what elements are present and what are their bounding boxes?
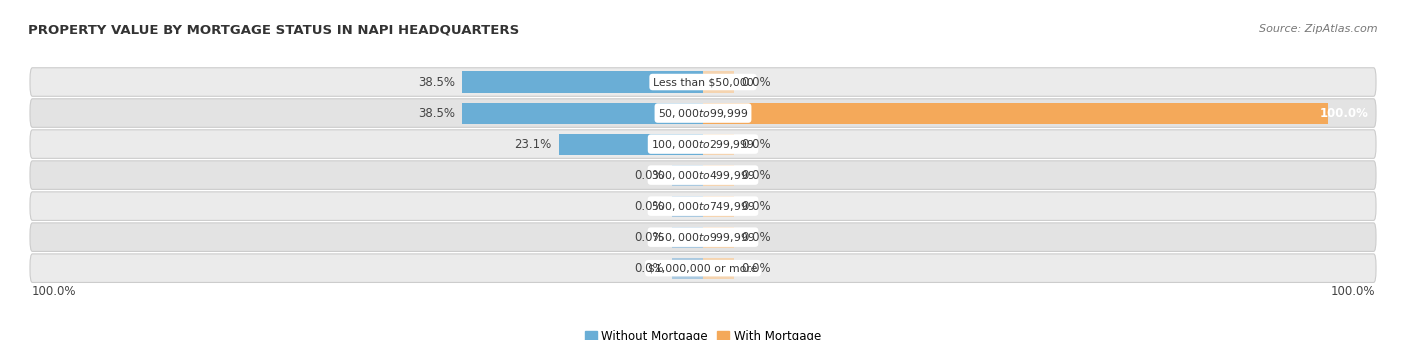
Text: 38.5%: 38.5% (418, 75, 456, 88)
Text: 0.0%: 0.0% (634, 231, 664, 244)
Text: 0.0%: 0.0% (742, 75, 772, 88)
FancyBboxPatch shape (30, 130, 1376, 158)
Bar (703, 165, 734, 186)
Bar (463, 71, 703, 92)
Bar (703, 226, 734, 248)
Text: $300,000 to $499,999: $300,000 to $499,999 (651, 169, 755, 182)
Text: $1,000,000 or more: $1,000,000 or more (648, 263, 758, 273)
Text: 0.0%: 0.0% (634, 169, 664, 182)
Text: $50,000 to $99,999: $50,000 to $99,999 (658, 106, 748, 120)
Bar (703, 102, 1327, 124)
Text: Less than $50,000: Less than $50,000 (652, 77, 754, 87)
Bar (672, 165, 703, 186)
Text: PROPERTY VALUE BY MORTGAGE STATUS IN NAPI HEADQUARTERS: PROPERTY VALUE BY MORTGAGE STATUS IN NAP… (28, 24, 519, 37)
FancyBboxPatch shape (30, 68, 1376, 96)
Text: $100,000 to $299,999: $100,000 to $299,999 (651, 138, 755, 151)
Bar (463, 102, 703, 124)
Text: $750,000 to $999,999: $750,000 to $999,999 (651, 231, 755, 244)
Bar (703, 258, 734, 279)
Bar (703, 195, 734, 217)
Text: 100.0%: 100.0% (1320, 106, 1368, 120)
Text: 0.0%: 0.0% (634, 262, 664, 275)
Text: $500,000 to $749,999: $500,000 to $749,999 (651, 200, 755, 212)
FancyBboxPatch shape (30, 223, 1376, 251)
Text: 0.0%: 0.0% (742, 231, 772, 244)
FancyBboxPatch shape (30, 254, 1376, 283)
Text: 100.0%: 100.0% (31, 285, 76, 298)
Bar (672, 258, 703, 279)
Text: Source: ZipAtlas.com: Source: ZipAtlas.com (1260, 24, 1378, 34)
Text: 0.0%: 0.0% (742, 200, 772, 212)
Text: 0.0%: 0.0% (634, 200, 664, 212)
Text: 0.0%: 0.0% (742, 138, 772, 151)
Legend: Without Mortgage, With Mortgage: Without Mortgage, With Mortgage (581, 325, 825, 340)
Text: 38.5%: 38.5% (418, 106, 456, 120)
Bar (703, 71, 734, 92)
Text: 100.0%: 100.0% (1330, 285, 1375, 298)
FancyBboxPatch shape (30, 192, 1376, 220)
FancyBboxPatch shape (30, 161, 1376, 189)
Bar (672, 195, 703, 217)
Text: 0.0%: 0.0% (742, 169, 772, 182)
Bar (672, 226, 703, 248)
Text: 0.0%: 0.0% (742, 262, 772, 275)
Bar (558, 134, 703, 155)
Text: 23.1%: 23.1% (515, 138, 551, 151)
Bar (703, 134, 734, 155)
FancyBboxPatch shape (30, 99, 1376, 127)
